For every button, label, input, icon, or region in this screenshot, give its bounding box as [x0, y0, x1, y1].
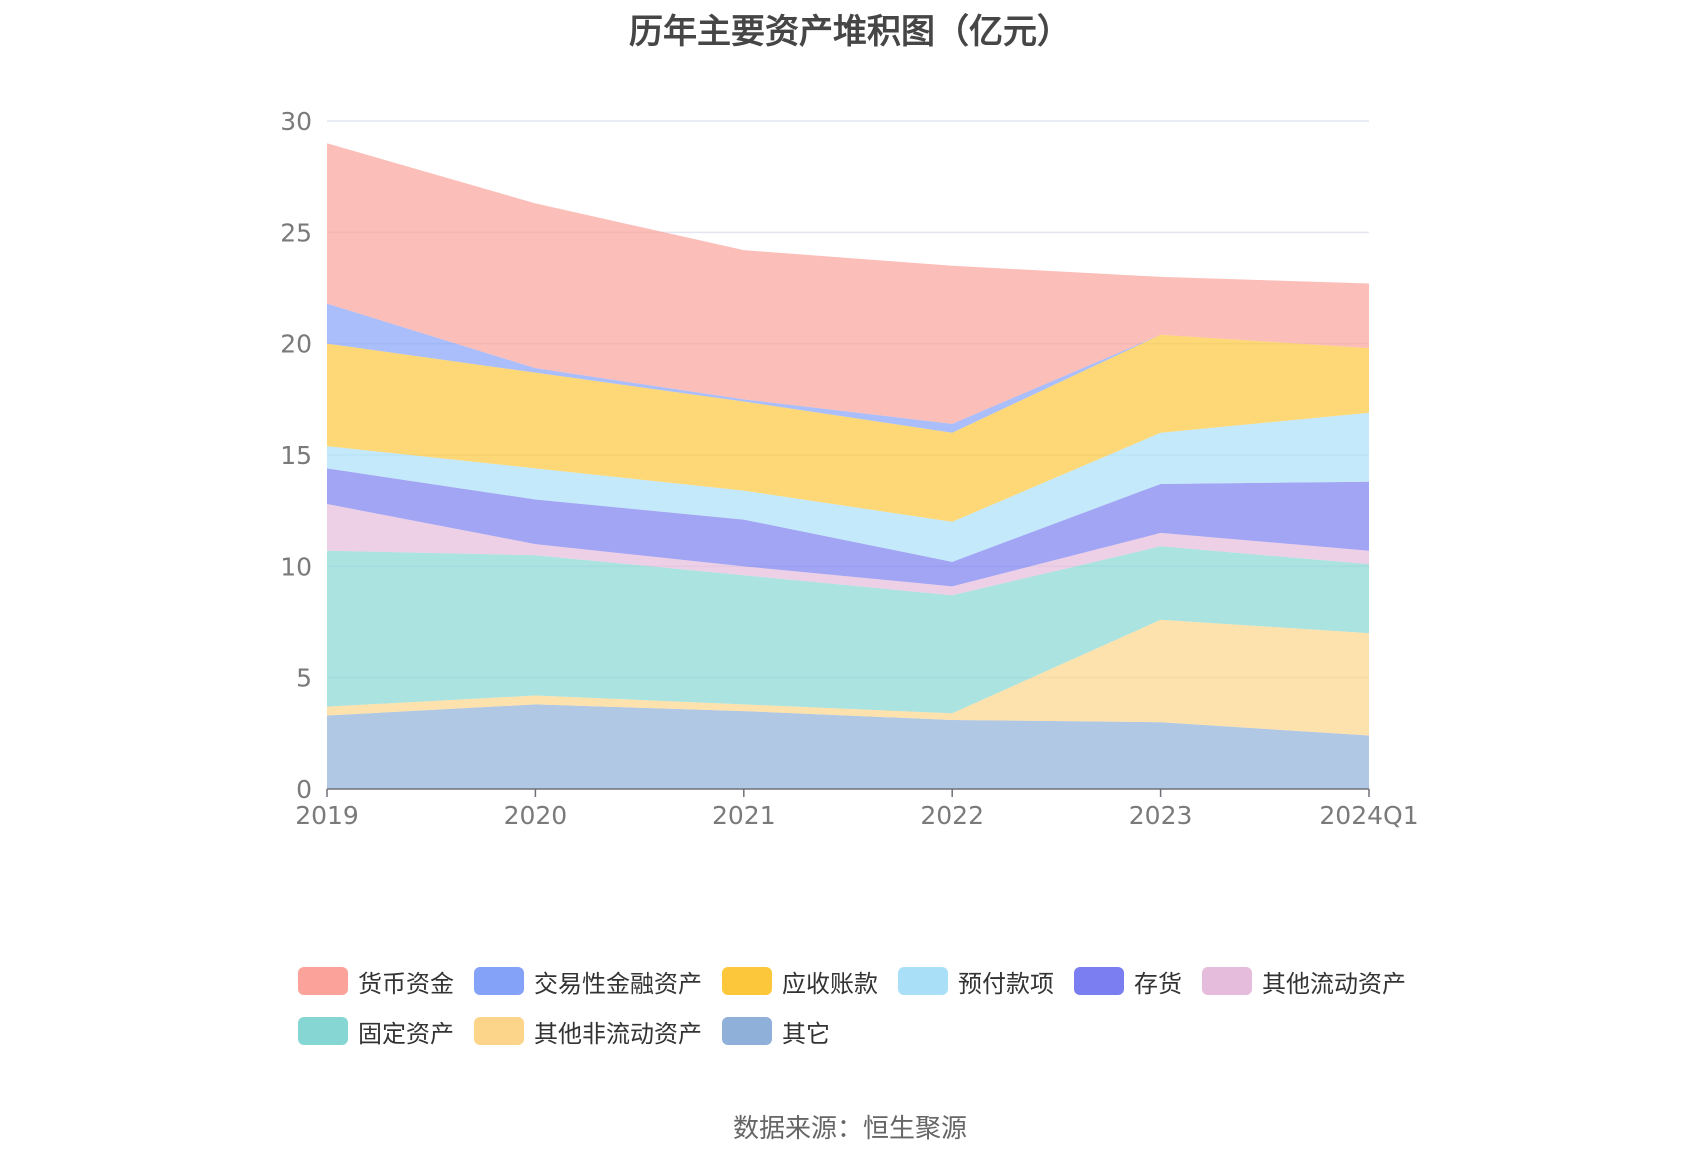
legend-row: 货币资金 交易性金融资产 应收账款 预付款项 存货 其他流动资产 [298, 956, 1478, 1006]
legend-label: 预付款项 [958, 969, 1054, 998]
legend-label: 交易性金融资产 [534, 969, 702, 998]
x-tick-label: 2024Q1 [1319, 801, 1418, 830]
legend-row: 固定资产 其他非流动资产 其它 [298, 1006, 1478, 1056]
area-存货 [327, 468, 1369, 587]
legend-label: 其它 [782, 1019, 830, 1048]
legend-label: 存货 [1134, 969, 1182, 998]
legend-item[interactable]: 货币资金 [298, 964, 454, 999]
area-其它 [327, 704, 1369, 789]
area-货币资金 [327, 143, 1369, 424]
legend-swatch [474, 1017, 524, 1045]
x-tick-label: 2019 [295, 801, 359, 830]
legend-item[interactable]: 其他非流动资产 [474, 1014, 702, 1049]
legend-label: 固定资产 [358, 1019, 454, 1048]
legend-label: 其他非流动资产 [534, 1019, 702, 1048]
y-tick-label: 20 [280, 330, 312, 359]
legend-item[interactable]: 存货 [1074, 964, 1182, 999]
area-其他流动资产 [327, 503, 1369, 596]
y-tick-label: 5 [296, 664, 312, 693]
x-tick-label: 2021 [712, 801, 776, 830]
axes: 0 5 10 15 20 25 30 2019 2020 2021 2022 2023 2024Q1 [280, 107, 1418, 830]
stacked-area-chart: 0 5 10 15 20 25 30 2019 2020 2021 2022 2023 2024Q1 [280, 107, 1418, 830]
legend-item[interactable]: 预付款项 [898, 964, 1054, 999]
legend-item[interactable]: 其它 [722, 1014, 830, 1049]
legend-swatch [1074, 967, 1124, 995]
y-tick-label: 10 [280, 552, 312, 581]
y-tick-label: 15 [280, 441, 312, 470]
legend-item[interactable]: 固定资产 [298, 1014, 454, 1049]
x-tick-label: 2023 [1129, 801, 1193, 830]
y-tick-label: 25 [280, 218, 312, 247]
x-tick-label: 2022 [920, 801, 984, 830]
legend-item[interactable]: 其他流动资产 [1202, 964, 1406, 999]
legend-item[interactable]: 交易性金融资产 [474, 964, 702, 999]
legend-item[interactable]: 应收账款 [722, 964, 878, 999]
area-应收账款 [327, 334, 1369, 522]
y-tick-label: 0 [296, 775, 312, 804]
legend-label: 应收账款 [782, 969, 878, 998]
legend-label: 货币资金 [358, 969, 454, 998]
legend: 货币资金 交易性金融资产 应收账款 预付款项 存货 其他流动资产 固定资产 其他非流动资产 其… [298, 956, 1478, 1056]
legend-swatch [474, 967, 524, 995]
legend-swatch [298, 1017, 348, 1045]
legend-swatch [898, 967, 948, 995]
legend-swatch [722, 967, 772, 995]
legend-label: 其他流动资产 [1262, 969, 1406, 998]
area-其他非流动资产 [327, 619, 1369, 736]
area-固定资产 [327, 546, 1369, 714]
area-series [327, 143, 1369, 789]
legend-swatch [722, 1017, 772, 1045]
data-source-note: 数据来源：恒生聚源 [732, 1114, 967, 1144]
legend-swatch [1202, 967, 1252, 995]
chart-title: 历年主要资产堆积图（亿元） [629, 12, 1071, 52]
x-tick-label: 2020 [504, 801, 568, 830]
area-预付款项 [327, 412, 1369, 562]
y-tick-label: 30 [280, 107, 312, 136]
legend-swatch [298, 967, 348, 995]
